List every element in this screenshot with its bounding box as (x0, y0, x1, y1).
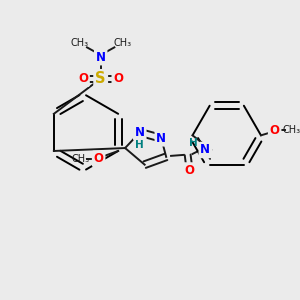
Text: O: O (78, 72, 88, 85)
Text: N: N (96, 51, 106, 64)
Text: CH₃: CH₃ (70, 38, 88, 49)
Text: N: N (135, 126, 145, 139)
Text: O: O (184, 164, 195, 177)
Text: S: S (95, 71, 106, 86)
Text: CH₃: CH₃ (113, 38, 131, 49)
Text: N: N (156, 132, 166, 145)
Text: CH₃: CH₃ (72, 154, 90, 164)
Text: N: N (200, 143, 210, 157)
Text: CH₃: CH₃ (282, 125, 300, 136)
Text: H: H (135, 140, 144, 150)
Text: H: H (189, 138, 198, 148)
Text: O: O (270, 124, 280, 137)
Text: O: O (113, 72, 123, 85)
Text: O: O (94, 152, 103, 165)
